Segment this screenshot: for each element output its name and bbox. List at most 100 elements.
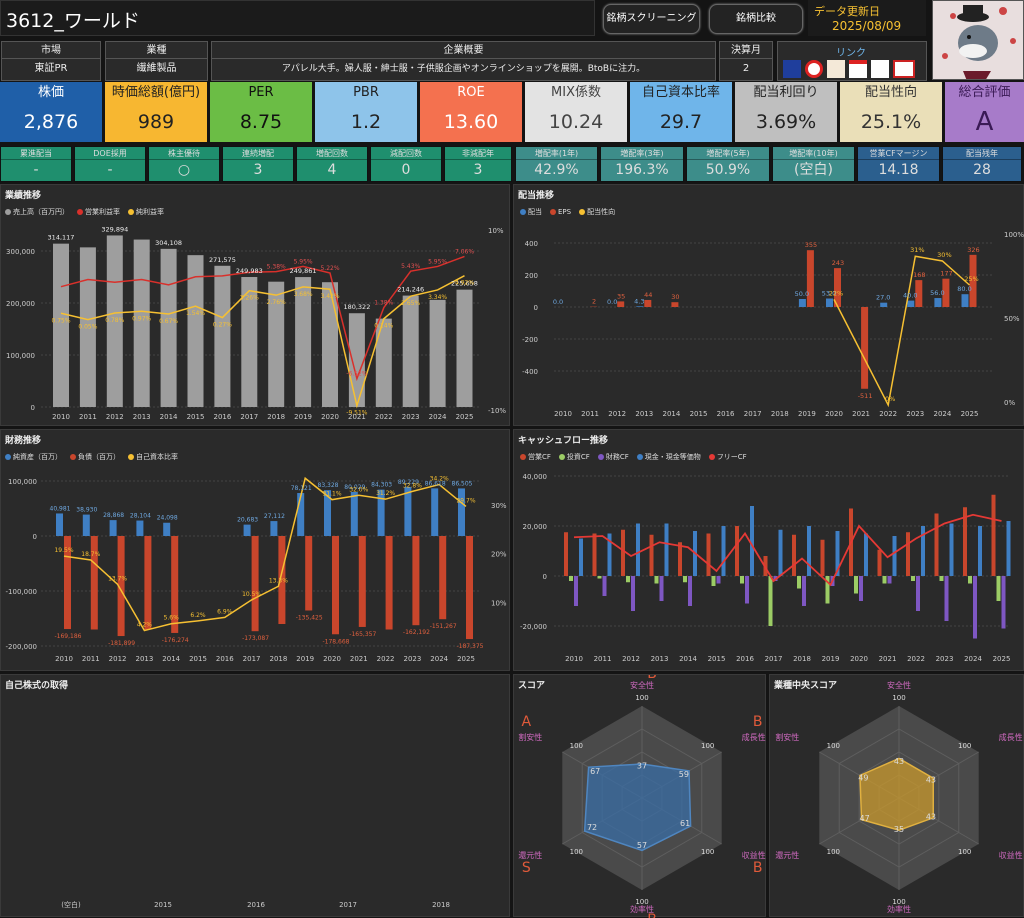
- x-tick-label: 2016: [247, 901, 265, 909]
- minkabu-link-icon[interactable]: [849, 60, 867, 78]
- sales-data-label: 214,246: [397, 286, 424, 294]
- overview-label: 企業概要: [212, 42, 715, 59]
- x-tick-label: 2021: [879, 655, 897, 663]
- eps-bar: [617, 301, 624, 307]
- links-label: リンク: [836, 44, 866, 59]
- radar-axis-label: 安全性: [887, 680, 911, 690]
- x-tick-label: 2011: [594, 655, 612, 663]
- ir-link-icon[interactable]: [783, 60, 801, 78]
- net-margin-label: 2.76%: [267, 299, 286, 306]
- dividend-label: 27.0: [876, 294, 890, 302]
- operating-cf-bar: [678, 542, 682, 576]
- net-assets-label: 83,328: [318, 482, 339, 489]
- update-date: 2025/08/09: [832, 19, 901, 33]
- yutai-link-icon[interactable]: [893, 60, 915, 78]
- payout-label: 0%: [885, 395, 895, 403]
- metric-value: 14.18: [858, 160, 939, 181]
- net-assets-bar: [244, 525, 251, 536]
- x-tick-label: 2017: [243, 655, 261, 663]
- kpi-value: 25.1%: [840, 104, 942, 140]
- dividend-bar: [962, 294, 969, 307]
- kabutan-link-icon[interactable]: [805, 60, 823, 78]
- investing-cf-bar: [683, 576, 687, 582]
- y-tick-label: 0: [31, 404, 35, 412]
- x-tick-label: 2014: [162, 655, 180, 663]
- eps-label: 355: [805, 241, 817, 249]
- y-tick-label: 0: [33, 533, 37, 541]
- net-margin-label: 0.27%: [213, 322, 232, 329]
- y-tick-label: -100,000: [6, 588, 37, 596]
- net-assets-label: 40,981: [50, 505, 71, 512]
- metric-value: 3: [445, 160, 511, 181]
- x-tick-label: 2023: [936, 655, 954, 663]
- radar-value: 43: [894, 757, 904, 766]
- fiscal-value: 2: [720, 59, 772, 79]
- update-label: データ更新日: [814, 3, 880, 19]
- op-margin-label: 1.38%: [374, 300, 393, 307]
- financing-cf-bar: [916, 576, 920, 611]
- net-assets-bar: [56, 513, 63, 536]
- eps-label: 243: [832, 259, 844, 267]
- x-tick-label: 2010: [565, 655, 583, 663]
- screening-button[interactable]: 銘柄スクリーニング: [603, 4, 700, 34]
- liabilities-bar: [332, 536, 339, 634]
- liabilities-label: -178,668: [323, 638, 350, 645]
- net-margin-label: 0.14%: [374, 323, 393, 330]
- x-tick-label: 2023: [402, 413, 420, 421]
- industry-cell: 業種 繊維製品: [105, 41, 208, 81]
- net-assets-label: 27,112: [264, 513, 285, 520]
- overview-value: アパレル大手。婦人服・紳士服・子供服企画やオンラインショップを展開。BtoBに注…: [212, 59, 715, 79]
- net-assets-label: 28,104: [130, 513, 151, 520]
- investing-cf-bar: [854, 576, 858, 594]
- x-tick-label: 2022: [377, 655, 395, 663]
- net-assets-label: 78,121: [291, 485, 312, 492]
- cash-bar: [722, 526, 726, 576]
- metric-label: 営業CFマージン: [858, 147, 939, 160]
- person-link-icon[interactable]: [827, 60, 845, 78]
- x-tick-label: 2018: [771, 410, 789, 418]
- y-tick-label: 400: [525, 240, 538, 248]
- metric-value: 0: [371, 160, 441, 181]
- sales-bar: [403, 296, 419, 407]
- sales-data-label: 329,894: [101, 225, 128, 233]
- metric-value: 50.9%: [687, 160, 769, 181]
- y-tick-label: -200,000: [6, 643, 37, 651]
- x-tick-label: 2011: [82, 655, 100, 663]
- x-tick-label: 2016: [717, 410, 735, 418]
- x-tick-label: 2015: [690, 410, 708, 418]
- update-box: データ更新日 2025/08/09: [808, 0, 926, 36]
- x-tick-label: 2015: [154, 901, 172, 909]
- radar-max-label: 100: [827, 742, 840, 750]
- financing-cf-bar: [660, 576, 664, 601]
- eps-label: 168: [913, 271, 925, 279]
- chart-link-icon[interactable]: [871, 60, 889, 78]
- cash-bar: [978, 526, 982, 576]
- x-tick-label: 2023: [403, 655, 421, 663]
- dividend-bar: [799, 299, 806, 307]
- x-tick-label: 2022: [879, 410, 897, 418]
- x-tick-label: 2024: [430, 655, 448, 663]
- score-panel: スコア 375961577267100安全性B100成長性B100収益性B100…: [513, 674, 766, 917]
- radar-grade: A: [522, 714, 532, 730]
- fiscal-cell: 決算月 2: [719, 41, 773, 81]
- kpi-label: ROE: [420, 82, 522, 104]
- net-margin-label: 0.75%: [51, 317, 70, 324]
- operating-cf-bar: [593, 534, 597, 577]
- payout-label: 22%: [829, 289, 843, 297]
- liabilities-label: -173,087: [242, 635, 269, 642]
- liabilities-bar: [359, 536, 366, 627]
- net-margin-label: 2.65%: [401, 300, 420, 307]
- y2-tick-label: 10%: [488, 227, 504, 235]
- op-margin-label: 5.95%: [428, 258, 447, 265]
- dividend-label: 56.0: [930, 289, 944, 297]
- eps-bar: [861, 307, 868, 389]
- y-tick-label: 100,000: [8, 478, 37, 486]
- compare-button[interactable]: 銘柄比較: [709, 4, 803, 34]
